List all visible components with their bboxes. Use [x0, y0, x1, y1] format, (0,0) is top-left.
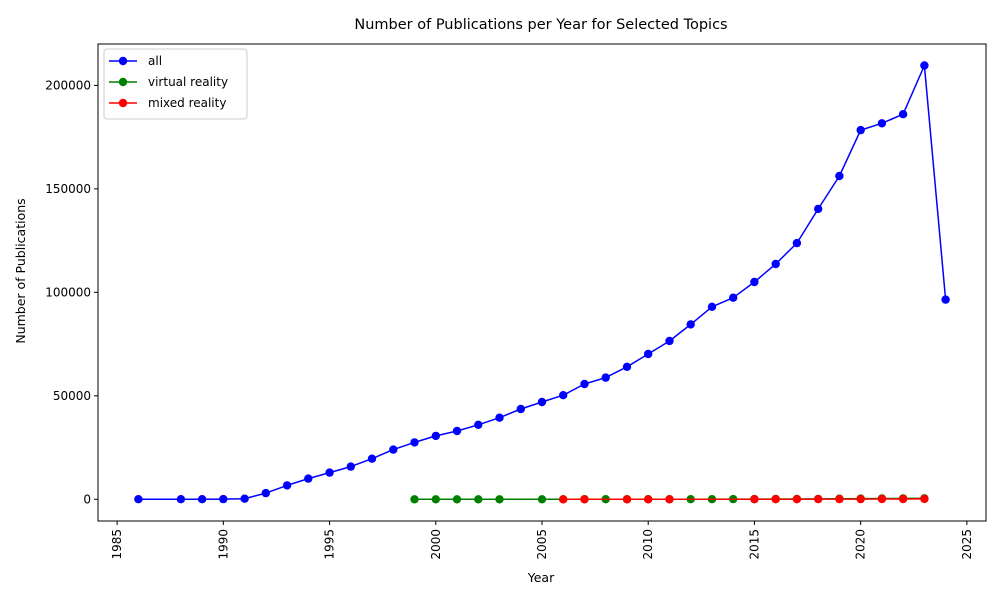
data-point: [282, 481, 292, 490]
data-point: [707, 302, 717, 311]
data-point: [814, 204, 823, 214]
data-point: [856, 494, 865, 504]
data-point: [580, 379, 589, 389]
data-point: [559, 495, 568, 504]
data-point: [644, 349, 653, 359]
data-point: [622, 362, 632, 371]
x-tick-label: 1995: [323, 529, 337, 560]
legend-label: mixed reality: [148, 96, 226, 110]
legend: all virtual reality mixed reality: [103, 48, 248, 120]
legend-label: virtual reality: [148, 75, 228, 89]
data-point: [622, 495, 632, 504]
data-point: [261, 488, 270, 498]
y-tick-label: 150000: [45, 182, 91, 196]
data-point: [176, 495, 186, 504]
x-tick-label: 2020: [854, 529, 868, 560]
data-point: [601, 373, 610, 382]
y-tick-label: 0: [83, 492, 91, 506]
x-tick-label: 1985: [110, 529, 124, 560]
x-tick-label: 2025: [960, 529, 974, 560]
data-point: [389, 445, 398, 454]
data-point: [771, 259, 780, 269]
data-point: [346, 462, 355, 471]
x-axis-label: Year: [527, 570, 555, 585]
legend-marker: [118, 56, 128, 66]
data-point: [325, 468, 334, 477]
data-point: [410, 438, 419, 447]
data-point: [814, 494, 823, 504]
data-point: [134, 495, 143, 504]
data-point: [580, 495, 589, 504]
data-point: [771, 495, 780, 504]
data-point: [431, 495, 440, 504]
data-point: [729, 293, 738, 302]
y-axis-label: Number of Publications: [13, 198, 28, 343]
data-point: [452, 495, 462, 504]
y-tick-label: 200000: [45, 78, 91, 92]
data-point: [665, 495, 674, 504]
data-point: [452, 426, 462, 436]
data-point: [474, 420, 483, 429]
data-point: [920, 61, 929, 70]
data-point: [367, 454, 377, 463]
data-point: [792, 238, 802, 248]
data-point: [856, 125, 865, 135]
data-point: [835, 494, 844, 504]
x-tick-label: 2015: [747, 529, 761, 560]
data-point: [495, 495, 504, 504]
data-point: [431, 431, 440, 441]
data-point: [877, 494, 887, 504]
data-point: [219, 494, 228, 504]
y-tick-label: 50000: [53, 389, 91, 403]
y-tick-label: 100000: [45, 285, 91, 299]
data-point: [495, 413, 504, 422]
data-point: [474, 495, 483, 504]
x-tick-label: 2010: [641, 529, 655, 560]
data-point: [537, 397, 547, 407]
data-point: [877, 119, 887, 128]
data-point: [410, 495, 419, 504]
data-point: [898, 110, 908, 119]
data-point: [559, 391, 568, 400]
plot-area: 1985 1990 1995 2000 2005 2010 2015 2020 2025 0 500…: [45, 43, 987, 560]
legend-marker: [118, 98, 128, 108]
x-tick-label: 1990: [216, 529, 230, 560]
data-point: [240, 494, 249, 503]
data-point: [304, 474, 313, 483]
data-point: [686, 320, 695, 329]
data-point: [750, 277, 759, 287]
x-tick-label: 2000: [429, 529, 443, 560]
data-point: [644, 495, 653, 504]
data-point: [920, 494, 929, 504]
data-point: [665, 336, 674, 346]
data-point: [750, 495, 759, 504]
legend-label: all: [148, 54, 162, 68]
data-point: [792, 495, 802, 504]
legend-marker: [118, 77, 128, 87]
data-point: [537, 495, 547, 504]
data-point: [835, 171, 844, 181]
data-point: [898, 494, 908, 504]
data-point: [197, 495, 207, 504]
data-point: [941, 295, 950, 304]
x-tick-label: 2005: [535, 529, 549, 560]
data-point: [516, 404, 525, 414]
chart-title: Number of Publications per Year for Sele…: [354, 17, 727, 33]
legend-box: [103, 48, 248, 120]
